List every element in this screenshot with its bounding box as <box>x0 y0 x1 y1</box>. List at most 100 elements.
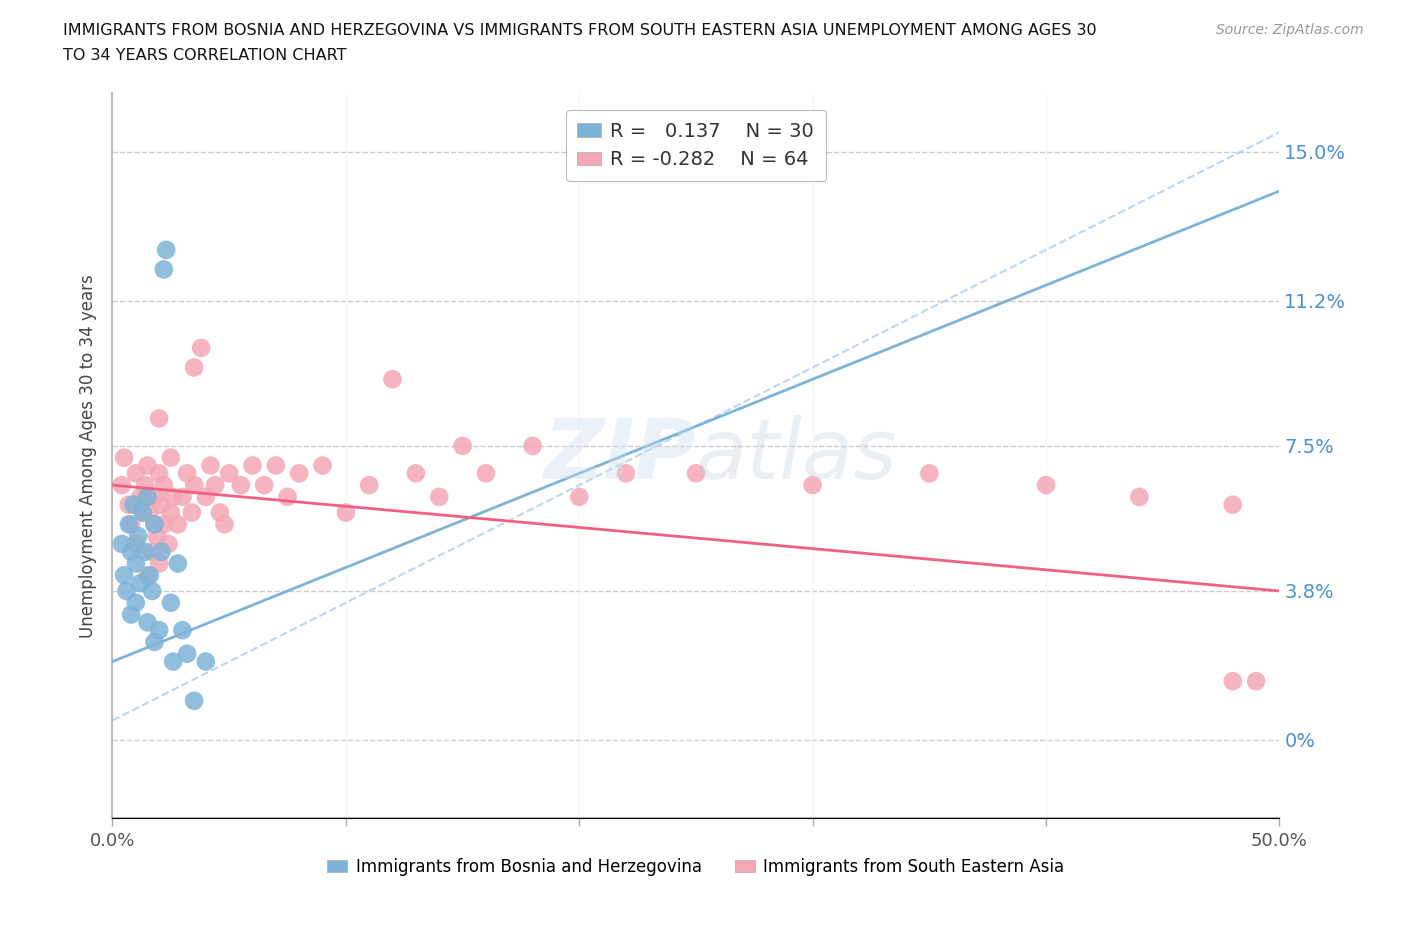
Point <box>148 466 170 481</box>
Point <box>136 615 159 630</box>
Point <box>148 411 170 426</box>
Point <box>214 517 236 532</box>
Point <box>150 544 173 559</box>
Y-axis label: Unemployment Among Ages 30 to 34 years: Unemployment Among Ages 30 to 34 years <box>79 273 97 638</box>
Point <box>405 466 427 481</box>
Point <box>129 576 152 591</box>
Point <box>134 478 156 493</box>
Point <box>139 505 162 520</box>
Point <box>335 505 357 520</box>
Point <box>120 544 142 559</box>
Point <box>143 517 166 532</box>
Point <box>160 595 183 610</box>
Point <box>141 583 163 598</box>
Legend: Immigrants from Bosnia and Herzegovina, Immigrants from South Eastern Asia: Immigrants from Bosnia and Herzegovina, … <box>321 851 1071 883</box>
Point <box>132 505 155 520</box>
Point <box>136 489 159 504</box>
Point <box>166 517 188 532</box>
Point <box>155 243 177 258</box>
Point <box>264 458 287 473</box>
Point <box>127 528 149 543</box>
Point <box>136 568 159 583</box>
Point <box>176 466 198 481</box>
Point <box>190 340 212 355</box>
Point <box>118 517 141 532</box>
Point <box>359 478 381 493</box>
Point <box>801 478 824 493</box>
Point <box>685 466 707 481</box>
Point <box>153 262 176 277</box>
Point <box>204 478 226 493</box>
Point <box>1035 478 1057 493</box>
Point <box>120 607 142 622</box>
Point <box>172 623 194 638</box>
Point <box>157 537 180 551</box>
Point <box>143 489 166 504</box>
Point <box>522 438 544 453</box>
Point <box>125 466 148 481</box>
Point <box>122 498 145 512</box>
Point <box>427 489 450 504</box>
Point <box>183 478 205 493</box>
Point <box>614 466 637 481</box>
Point <box>150 498 173 512</box>
Point <box>194 489 217 504</box>
Point <box>125 537 148 551</box>
Point <box>118 498 141 512</box>
Point <box>242 458 264 473</box>
Point <box>115 583 138 598</box>
Point <box>146 528 169 543</box>
Point <box>134 544 156 559</box>
Point <box>1222 498 1244 512</box>
Point <box>160 450 183 465</box>
Point <box>160 505 183 520</box>
Point <box>162 489 184 504</box>
Point <box>218 466 240 481</box>
Point <box>451 438 474 453</box>
Point <box>276 489 298 504</box>
Text: atlas: atlas <box>696 415 897 497</box>
Point <box>183 360 205 375</box>
Point <box>918 466 941 481</box>
Point <box>141 544 163 559</box>
Point <box>253 478 276 493</box>
Point <box>136 458 159 473</box>
Point <box>111 537 134 551</box>
Point <box>176 646 198 661</box>
Point <box>153 478 176 493</box>
Point <box>568 489 591 504</box>
Point <box>180 505 202 520</box>
Point <box>153 517 176 532</box>
Text: IMMIGRANTS FROM BOSNIA AND HERZEGOVINA VS IMMIGRANTS FROM SOUTH EASTERN ASIA UNE: IMMIGRANTS FROM BOSNIA AND HERZEGOVINA V… <box>63 23 1097 38</box>
Point <box>208 505 231 520</box>
Point <box>311 458 333 473</box>
Point <box>288 466 311 481</box>
Point <box>125 595 148 610</box>
Point <box>162 654 184 669</box>
Point <box>381 372 404 387</box>
Point <box>1128 489 1150 504</box>
Point <box>139 568 162 583</box>
Text: Source: ZipAtlas.com: Source: ZipAtlas.com <box>1216 23 1364 37</box>
Point <box>194 654 217 669</box>
Point <box>111 478 134 493</box>
Point <box>1222 673 1244 688</box>
Point <box>148 556 170 571</box>
Text: TO 34 YEARS CORRELATION CHART: TO 34 YEARS CORRELATION CHART <box>63 48 347 63</box>
Point <box>132 505 155 520</box>
Text: ZIP: ZIP <box>543 415 696 497</box>
Point <box>183 694 205 709</box>
Point <box>172 489 194 504</box>
Point <box>475 466 498 481</box>
Point <box>143 634 166 649</box>
Point <box>166 556 188 571</box>
Point <box>120 517 142 532</box>
Point <box>200 458 222 473</box>
Point <box>129 489 152 504</box>
Point <box>112 568 135 583</box>
Point <box>1244 673 1267 688</box>
Point <box>148 623 170 638</box>
Point <box>143 517 166 532</box>
Point <box>229 478 252 493</box>
Point <box>112 450 135 465</box>
